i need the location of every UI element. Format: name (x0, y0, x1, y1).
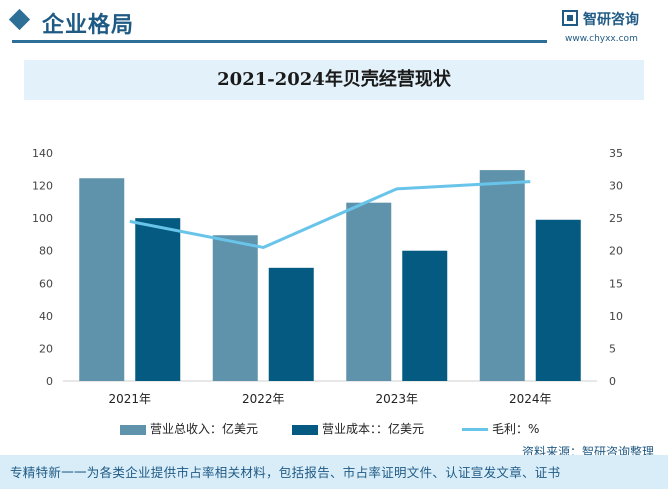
section-header: 企业格局 智研咨询 www.chyxx.com (0, 0, 668, 46)
logo-name: 智研咨询 (583, 12, 639, 28)
x-tick-label: 2021年 (108, 392, 151, 406)
logo-icon (562, 10, 578, 26)
section-title: 企业格局 (42, 13, 135, 38)
bar-revenue (79, 178, 125, 381)
y-left-tick-label: 40 (39, 310, 53, 323)
y-right-tick-label: 0 (609, 375, 616, 388)
y-left-tick-label: 0 (46, 375, 53, 388)
diamond-icon (8, 8, 31, 31)
y-left-tick-label: 140 (32, 147, 53, 160)
y-right-tick-label: 20 (609, 245, 623, 258)
y-left-tick-label: 100 (32, 212, 53, 225)
logo-url: www.chyxx.com (565, 34, 638, 44)
bar-revenue (212, 235, 258, 381)
y-right-tick-label: 25 (609, 212, 623, 225)
y-right-tick-label: 10 (609, 310, 623, 323)
footer-text: 专精特新一一为各类企业提供市占率相关材料，包括报告、市占率证明文件、认证宣发文章… (10, 465, 561, 480)
bar-cost (402, 250, 448, 381)
legend-item-revenue: 营业总收入：亿美元 (120, 420, 258, 437)
line-margin (129, 180, 531, 249)
footer-banner: 专精特新一一为各类企业提供市占率相关材料，包括报告、市占率证明文件、认证宣发文章… (0, 455, 668, 489)
y-left-tick-label: 80 (39, 245, 53, 258)
y-right-tick-label: 30 (609, 180, 623, 193)
bar-revenue (346, 202, 392, 381)
y-left-tick-label: 20 (39, 342, 53, 355)
chart-plot: 0 20 40 60 80 100 120 140 0 5 10 15 20 25 30 35 2021年 202… (32, 147, 623, 406)
y-left-tick-label: 120 (32, 180, 53, 193)
chart-legend: 营业总收入：亿美元 营业成本：：亿美元 毛利：% (0, 420, 668, 440)
x-tick-label: 2024年 (509, 392, 552, 406)
chart-title: 2021-2024年贝壳经营现状 (217, 69, 451, 90)
legend-swatch-revenue (120, 424, 146, 435)
legend-label-cost: 营业成本：：亿美元 (322, 422, 425, 436)
header-divider (12, 40, 547, 43)
bar-revenue (479, 170, 525, 381)
x-tick-label: 2023年 (375, 392, 418, 406)
bar-cost (268, 267, 314, 381)
legend-swatch-margin (462, 428, 488, 431)
chart-title-band: 2021-2024年贝壳经营现状 (24, 60, 644, 100)
legend-item-margin: 毛利：% (462, 420, 539, 437)
y-right-tick-label: 15 (609, 277, 623, 290)
legend-label-revenue: 营业总收入：亿美元 (150, 422, 259, 436)
y-right-tick-label: 5 (609, 342, 616, 355)
legend-label-margin: 毛利：% (492, 422, 540, 436)
legend-item-cost: 营业成本：：亿美元 (292, 420, 424, 437)
legend-swatch-cost (292, 424, 318, 435)
bar-cost (535, 219, 581, 381)
y-left-tick-label: 60 (39, 277, 53, 290)
bar-cost (135, 218, 181, 381)
y-right-tick-label: 35 (609, 147, 623, 160)
x-tick-label: 2022年 (242, 392, 285, 406)
